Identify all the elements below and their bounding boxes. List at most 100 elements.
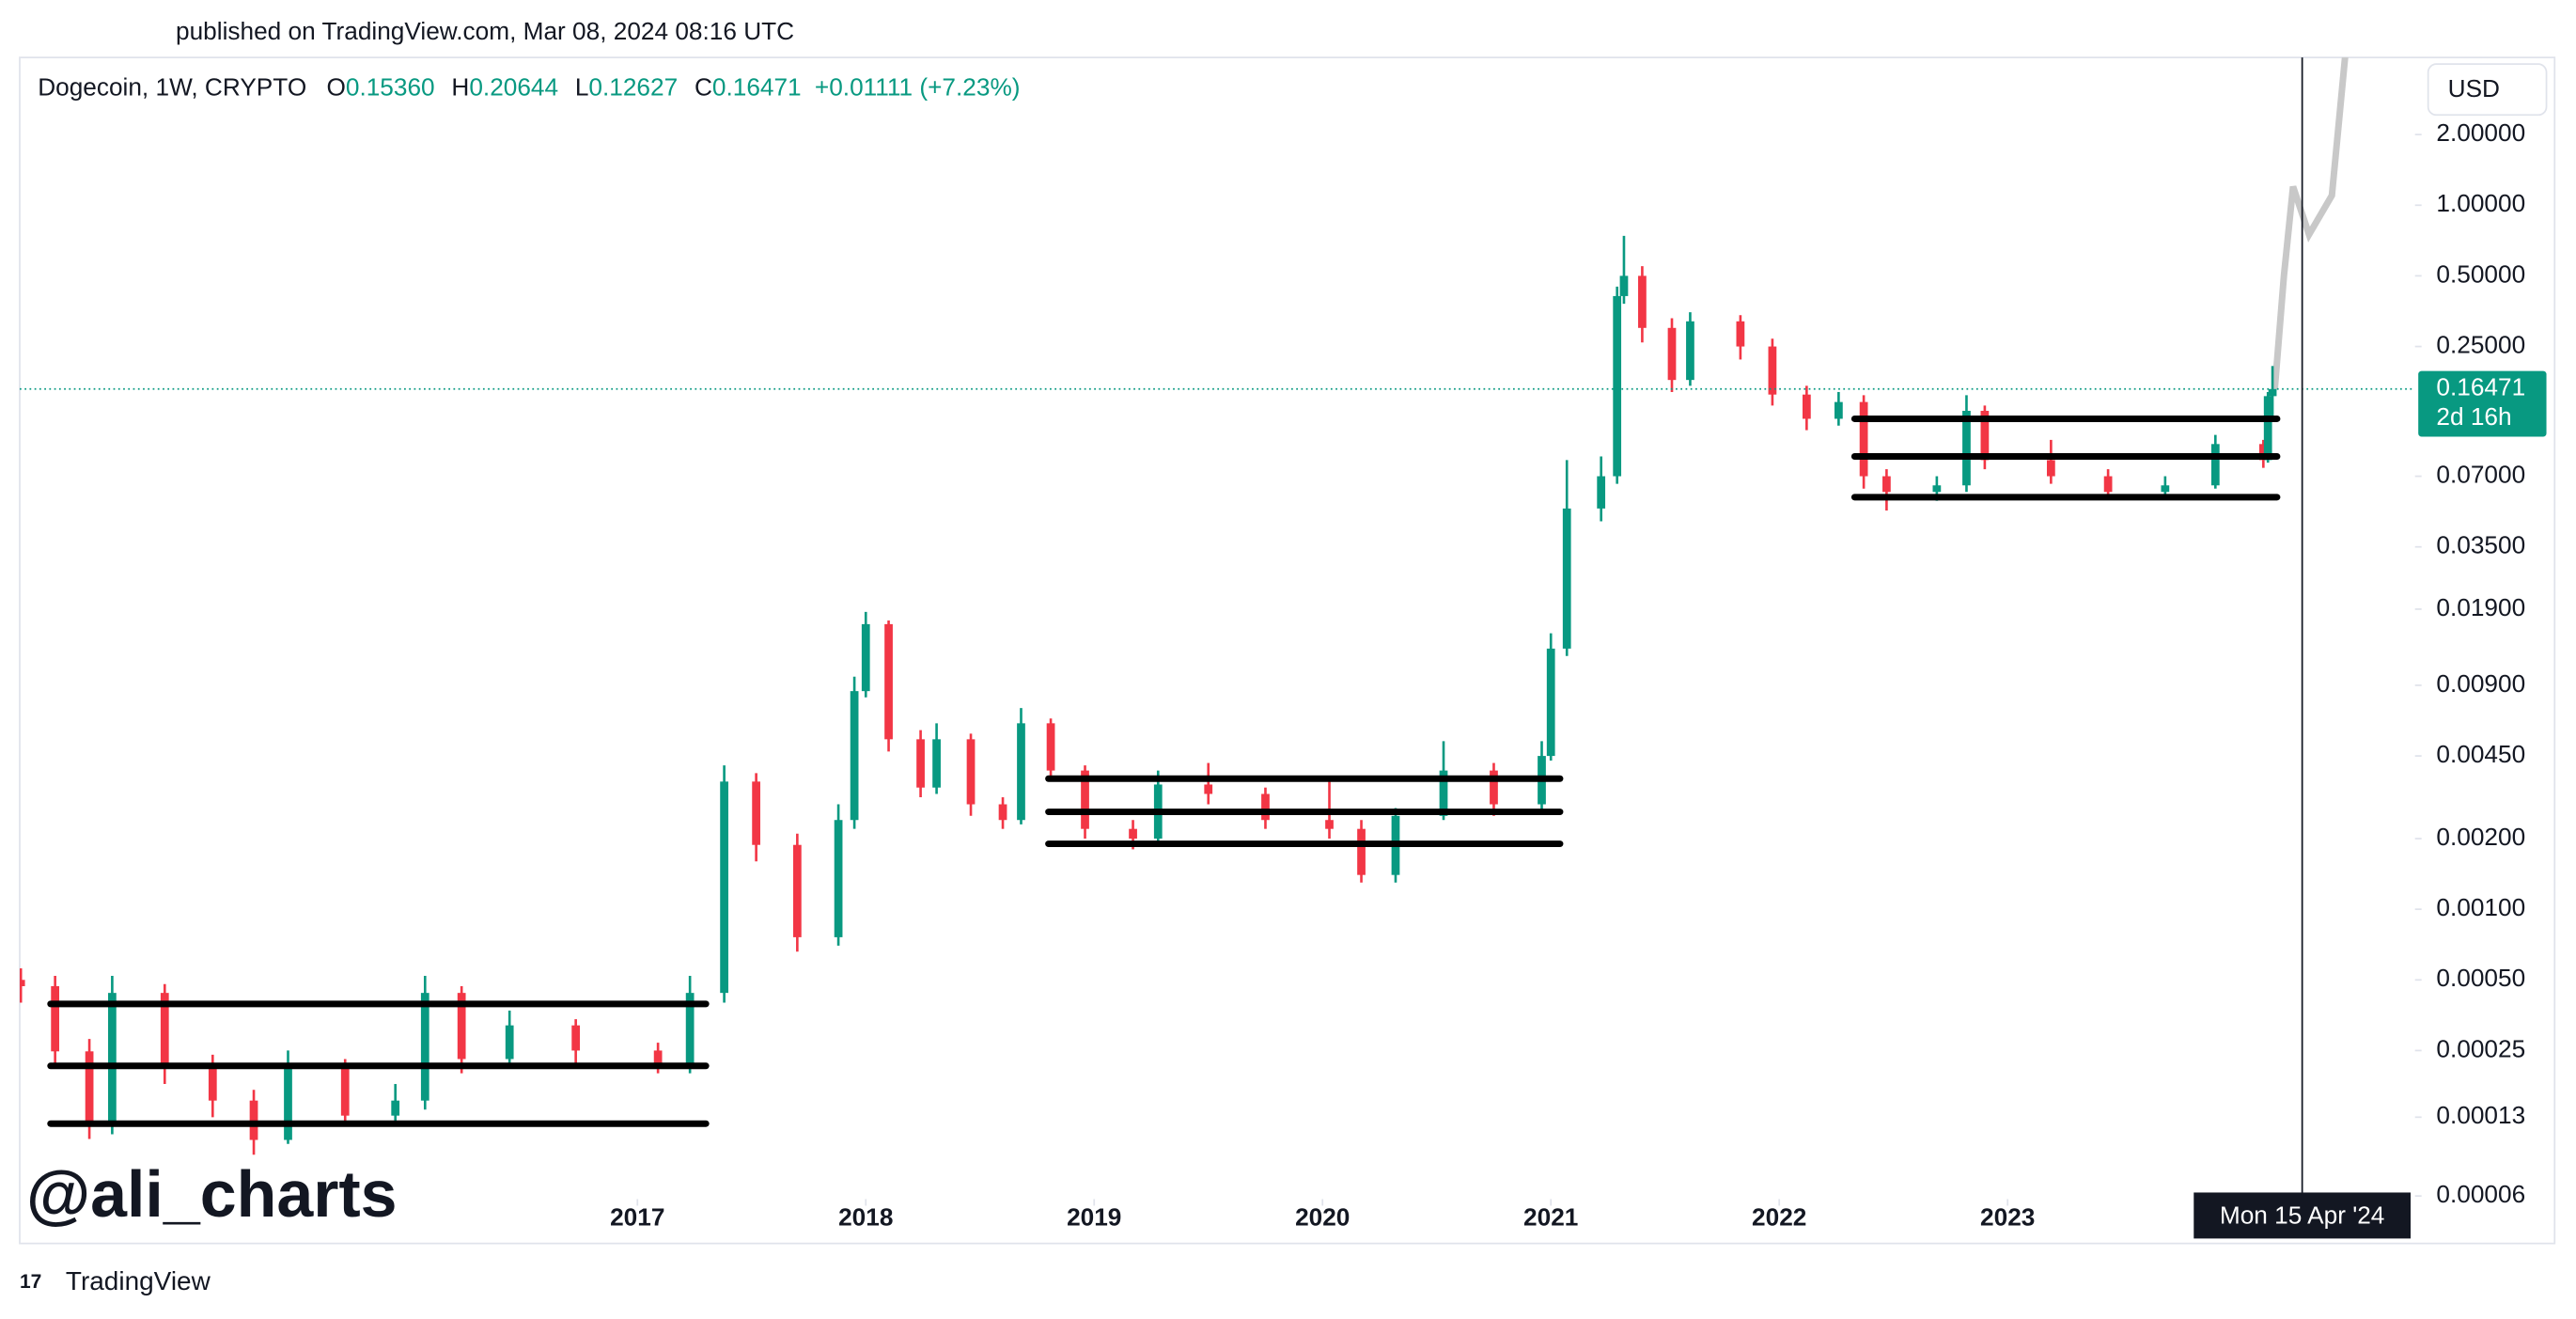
last-price-label: 0.16471 <box>2436 373 2525 401</box>
candle-body <box>1859 401 1868 477</box>
crosshair-label-box <box>2194 1192 2412 1239</box>
candle-body <box>1962 410 1971 486</box>
candle-body <box>1882 476 1891 493</box>
candle-body <box>2210 444 2220 486</box>
candle-body <box>1017 723 1025 821</box>
countdown: 2d 16h <box>2436 402 2511 431</box>
x-tick-label: 2017 <box>610 1202 664 1231</box>
ohlc-value: 0.12627 <box>588 72 678 101</box>
y-tick-label: 0.03500 <box>2436 531 2525 559</box>
y-tick-label: 0.25000 <box>2436 330 2525 358</box>
candle-body <box>752 781 760 845</box>
watermark: @ali_charts <box>26 1157 398 1231</box>
symbol: Dogecoin, 1W, CRYPTO <box>38 72 306 101</box>
y-tick-label: 0.01900 <box>2436 593 2525 621</box>
candle-body <box>1490 770 1498 805</box>
chart-frame <box>19 56 2556 1245</box>
candle-body <box>1081 770 1089 829</box>
candle-body <box>571 1025 581 1051</box>
candle-body <box>720 781 728 994</box>
y-tick-label: 0.07000 <box>2436 460 2525 488</box>
candle-body <box>284 1068 292 1140</box>
legend: Dogecoin, 1W, CRYPTO O0.15360 H0.20644 L… <box>38 72 1020 101</box>
candle-body <box>1638 275 1647 328</box>
candle-body <box>1325 820 1334 829</box>
y-tick-label: 2.00000 <box>2436 118 2525 147</box>
ohlc-value: 0.15360 <box>346 72 435 101</box>
candle-body <box>1619 275 1629 296</box>
published-note: published on TradingView.com, Mar 08, 20… <box>176 17 794 45</box>
y-tick-label: 0.00900 <box>2436 669 2525 698</box>
x-tick-label: 2023 <box>1980 1202 2035 1231</box>
y-tick-label: 0.00200 <box>2436 823 2525 851</box>
currency[interactable]: USD <box>2448 74 2500 102</box>
x-tick-label: 2019 <box>1067 1202 1121 1231</box>
candle-body <box>208 1068 217 1101</box>
ohlc-key: L <box>575 72 589 101</box>
brand-logo: 17 <box>20 1271 41 1293</box>
candle-body <box>108 993 117 1125</box>
candle-body <box>1597 476 1606 509</box>
candle-body <box>457 993 466 1060</box>
candle-body <box>1562 508 1571 649</box>
candle-body <box>1667 327 1677 381</box>
candle-body <box>1932 485 1942 493</box>
candle-body <box>1357 828 1366 875</box>
currency-button[interactable] <box>2427 63 2548 117</box>
candle-body <box>2161 485 2170 493</box>
candle-body <box>932 739 941 788</box>
candle-body <box>340 1068 350 1116</box>
candle-body <box>1834 401 1843 419</box>
candle-body <box>85 1051 94 1125</box>
candle-body <box>1736 321 1745 347</box>
candle-body <box>916 739 925 788</box>
candle-body <box>2268 388 2277 397</box>
ohlc-key: O <box>326 72 345 101</box>
candle-body <box>1046 723 1055 771</box>
y-tick-label: 0.00006 <box>2436 1180 2525 1208</box>
candle-body <box>391 1100 400 1116</box>
ohlc-value: 0.20644 <box>469 72 558 101</box>
ohlc-key: C <box>695 72 712 101</box>
candle-body <box>998 804 1007 821</box>
candle-body <box>2258 444 2268 461</box>
y-tick-label: 0.00013 <box>2436 1101 2525 1129</box>
x-tick-label: 2021 <box>1523 1202 1578 1231</box>
candle-body <box>1802 394 1811 419</box>
y-tick-label: 0.50000 <box>2436 259 2525 288</box>
projection <box>2272 57 2349 390</box>
candle-body <box>2046 460 2055 477</box>
crosshair-label: Mon 15 Apr '24 <box>2220 1201 2384 1230</box>
candle-body <box>505 1025 514 1060</box>
candle-body <box>1204 784 1213 794</box>
brand: TradingView <box>66 1266 211 1295</box>
ohlc-value: 0.16471 <box>712 72 802 101</box>
x-tick-label: 2022 <box>1752 1202 1806 1231</box>
candle-body <box>1261 793 1270 821</box>
candle-body <box>2103 476 2113 493</box>
y-tick-label: 0.00450 <box>2436 740 2525 768</box>
candle-body <box>685 993 695 1064</box>
candle-body <box>2263 396 2272 461</box>
plot <box>19 57 2415 1155</box>
candle-body <box>884 623 893 740</box>
change: +0.01111 (+7.23%) <box>815 72 1021 101</box>
candle-body <box>1768 346 1777 395</box>
x-tick-label: 2018 <box>838 1202 893 1231</box>
candle-body <box>51 986 60 1052</box>
candle-body <box>1980 410 1990 461</box>
y-tick-label: 0.00050 <box>2436 964 2525 992</box>
candle-body <box>966 739 976 805</box>
candle-body <box>1439 770 1448 816</box>
candle-body <box>19 980 25 987</box>
candle-body <box>1129 828 1137 840</box>
y-tick-label: 0.00025 <box>2436 1034 2525 1062</box>
candle-body <box>160 993 169 1069</box>
candle-body <box>834 820 843 937</box>
x-tick-label: 2020 <box>1295 1202 1350 1231</box>
candle-body <box>1686 321 1694 381</box>
ohlc-key: H <box>451 72 469 101</box>
last-price-box <box>2418 370 2547 437</box>
